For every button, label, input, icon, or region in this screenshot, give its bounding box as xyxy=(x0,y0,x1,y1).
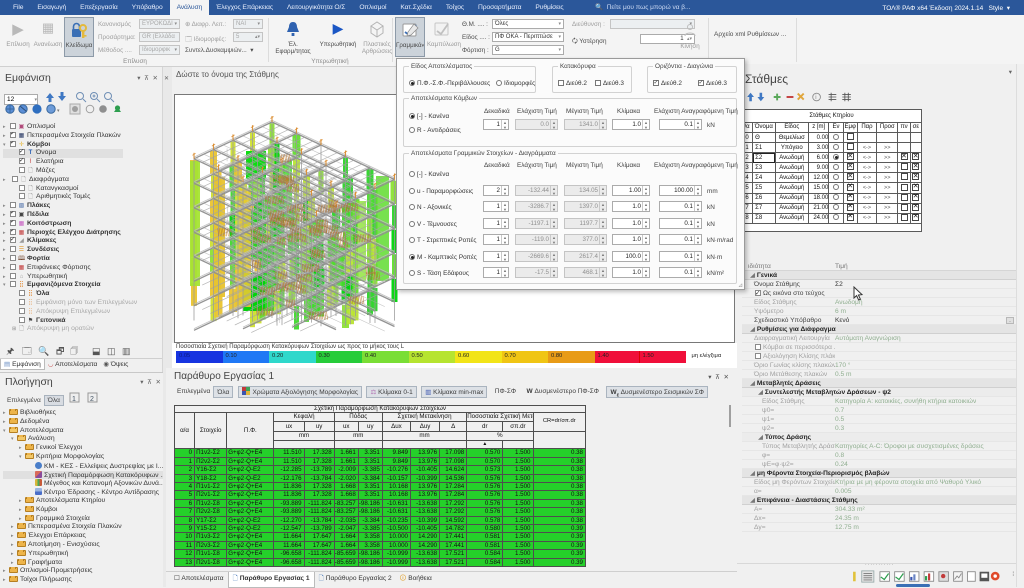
svg-text:◫: ◫ xyxy=(107,346,116,356)
svg-text:🔍: 🔍 xyxy=(38,345,49,356)
svg-text:▾: ▾ xyxy=(57,108,60,114)
svg-text:2: 2 xyxy=(90,396,94,403)
svg-text:i: i xyxy=(815,95,816,101)
svg-text:🗇: 🗇 xyxy=(70,346,78,356)
svg-text:🖈: 🖈 xyxy=(6,346,14,356)
svg-text:🗔: 🗔 xyxy=(22,346,32,356)
svg-text:🗗: 🗗 xyxy=(56,346,64,356)
svg-text:▥: ▥ xyxy=(122,346,131,356)
svg-text:1: 1 xyxy=(72,396,76,403)
svg-text:⬓: ⬓ xyxy=(92,346,101,356)
